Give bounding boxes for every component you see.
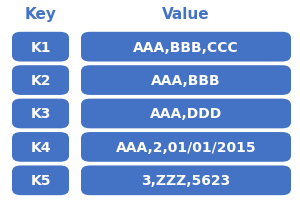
Text: AAA,DDD: AAA,DDD [150, 107, 222, 121]
Text: AAA,BBB,CCC: AAA,BBB,CCC [133, 40, 239, 54]
FancyBboxPatch shape [12, 99, 69, 129]
Text: AAA,2,01/01/2015: AAA,2,01/01/2015 [116, 140, 256, 154]
FancyBboxPatch shape [12, 166, 69, 195]
Text: Value: Value [162, 7, 210, 22]
Text: Key: Key [25, 7, 56, 22]
Text: K5: K5 [30, 173, 51, 187]
FancyBboxPatch shape [12, 66, 69, 95]
FancyBboxPatch shape [12, 33, 69, 62]
Text: K4: K4 [30, 140, 51, 154]
FancyBboxPatch shape [12, 132, 69, 162]
Text: K2: K2 [30, 74, 51, 88]
FancyBboxPatch shape [81, 99, 291, 129]
Text: K3: K3 [30, 107, 51, 121]
FancyBboxPatch shape [81, 166, 291, 195]
Text: K1: K1 [30, 40, 51, 54]
FancyBboxPatch shape [81, 132, 291, 162]
Text: AAA,BBB: AAA,BBB [151, 74, 221, 88]
Text: 3,ZZZ,5623: 3,ZZZ,5623 [141, 173, 231, 187]
FancyBboxPatch shape [81, 33, 291, 62]
FancyBboxPatch shape [81, 66, 291, 95]
